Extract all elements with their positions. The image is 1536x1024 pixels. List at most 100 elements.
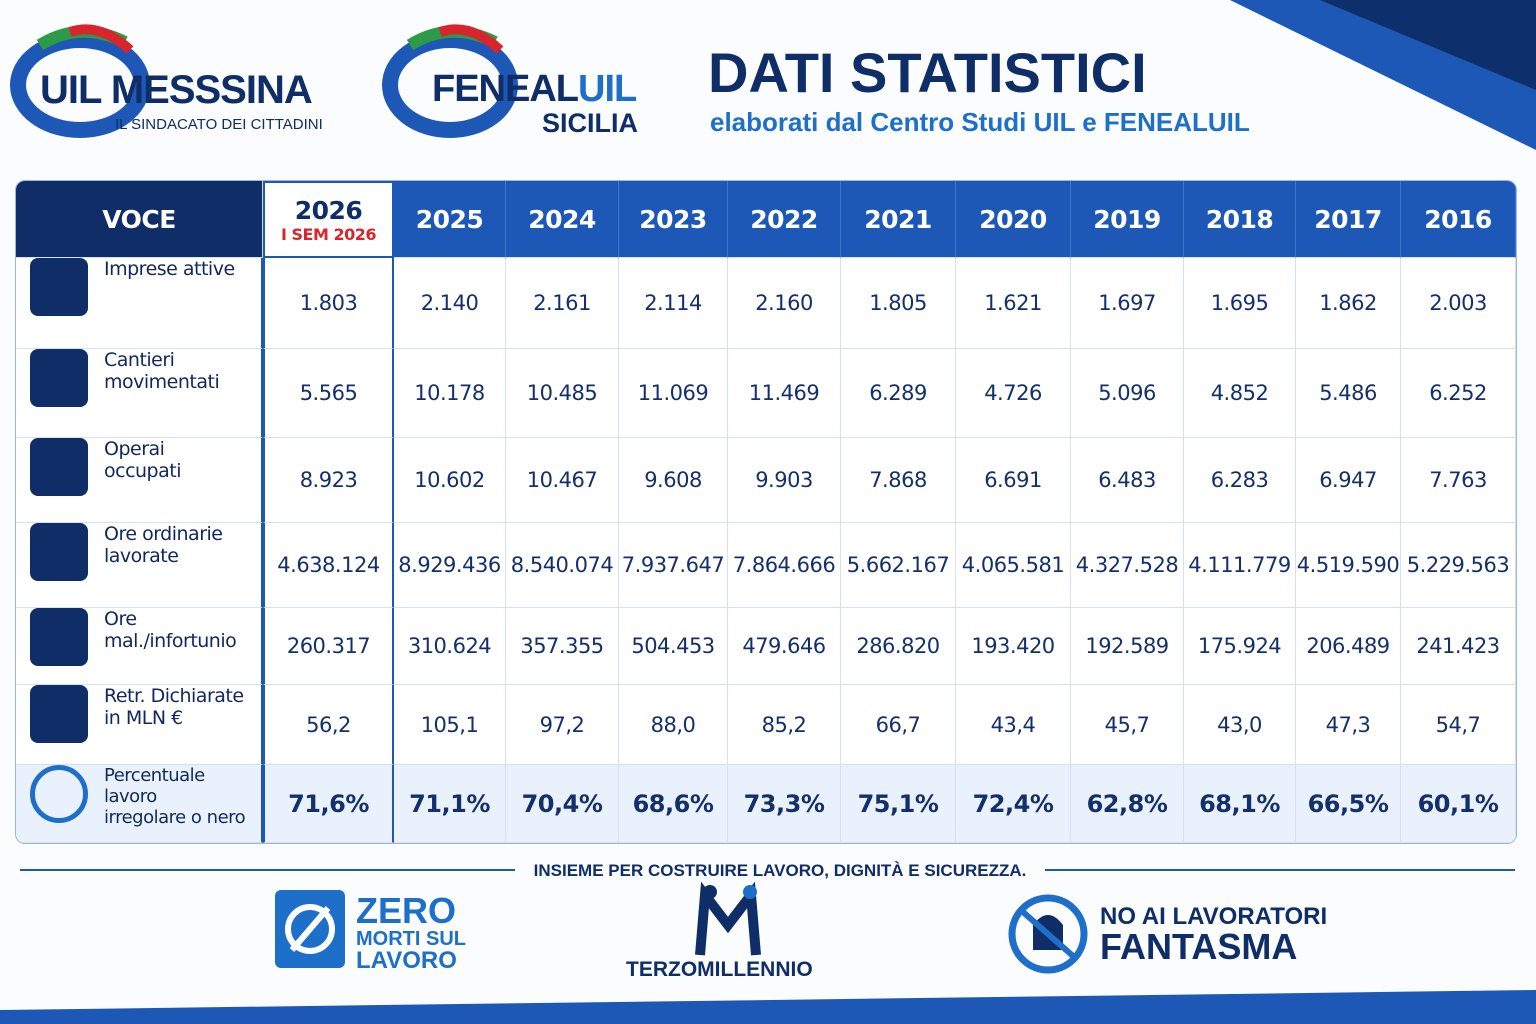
table-cell: 71,6%	[263, 765, 394, 843]
table-cell: 5.229.563	[1401, 523, 1516, 608]
table-cell: 4.111.779	[1184, 523, 1296, 608]
data-table: VOCE 2026 I SEM 2026 2025 2024 2023 2022 2021 20…	[15, 180, 1517, 844]
table-cell: 73,3%	[728, 765, 841, 843]
table-cell: 175.924	[1184, 608, 1296, 685]
row-label-line: Operai	[104, 438, 165, 460]
logo-name: UIL MESSSINA	[40, 68, 313, 112]
row-icon	[30, 765, 88, 823]
column-year: 2026	[294, 195, 363, 225]
row-label-line: in MLN €	[104, 707, 183, 729]
table-cell: 10.485	[506, 349, 619, 438]
table-cell: 260.317	[263, 608, 394, 685]
title: DATI STATISTICI	[708, 41, 1147, 104]
table-cell: 7.868	[841, 438, 956, 523]
table-cell: 70,4%	[506, 765, 619, 843]
table-cell: 43,0	[1184, 685, 1296, 765]
slogan: INSIEME PER COSTRUIRE LAVORO, DIGNITÀ E …	[533, 861, 1027, 880]
table-cell: 60,1%	[1401, 765, 1516, 843]
table-cell: 75,1%	[841, 765, 956, 843]
header-cell: VOCE	[16, 181, 263, 258]
row-label: Imprese attive	[16, 258, 263, 349]
row-label-line: movimentati	[104, 371, 220, 393]
row-label-line: Ore mal./infortunio	[104, 608, 237, 652]
table-cell: 6.691	[956, 438, 1071, 523]
header-cell: 2023	[619, 181, 728, 258]
badge-line: FANTASMA	[1100, 926, 1298, 967]
table-cell: 479.646	[728, 608, 841, 685]
logo-part: FENEAL	[432, 68, 579, 110]
header-cell: 2020	[956, 181, 1071, 258]
badge-line: NO AI LAVORATORI	[1100, 903, 1328, 930]
table-cell: 10.602	[394, 438, 506, 523]
header-cell: 2022	[728, 181, 841, 258]
table-cell: 5.096	[1071, 349, 1184, 438]
column-note: I SEM 2026	[281, 224, 377, 244]
header-cell: 2021	[841, 181, 956, 258]
table-cell: 66,7	[841, 685, 956, 765]
table-cell: 1.697	[1071, 258, 1184, 349]
table-cell: 10.178	[394, 349, 506, 438]
table-cell: 6.947	[1296, 438, 1401, 523]
row-label: Operai occupati	[16, 438, 263, 523]
table-cell: 11.069	[619, 349, 728, 438]
table-cell: 5.662.167	[841, 523, 956, 608]
table-cell: 7.864.666	[728, 523, 841, 608]
table-cell: 88,0	[619, 685, 728, 765]
logo-tagline: SICILIA	[542, 108, 639, 138]
table-cell: 97,2	[506, 685, 619, 765]
table-cell: 68,6%	[619, 765, 728, 843]
table-cell: 11.469	[728, 349, 841, 438]
table-cell: 2.160	[728, 258, 841, 349]
row-icon	[30, 438, 88, 496]
table-cell: 1.862	[1296, 258, 1401, 349]
table-cell: 241.423	[1401, 608, 1516, 685]
table-cell: 71,1%	[394, 765, 506, 843]
table-cell: 9.903	[728, 438, 841, 523]
row-icon	[30, 349, 88, 407]
row-label-line: Cantieri	[104, 349, 175, 371]
row-label-line: Percentuale lavoro	[104, 765, 205, 807]
table-cell: 504.453	[619, 608, 728, 685]
row-icon	[30, 608, 88, 666]
table-cell: 2.003	[1401, 258, 1516, 349]
table-cell: 105,1	[394, 685, 506, 765]
row-icon	[30, 258, 88, 316]
row-label: Ore mal./infortunio	[16, 608, 263, 685]
table-cell: 45,7	[1071, 685, 1184, 765]
table-cell: 4.638.124	[263, 523, 394, 608]
table-cell: 206.489	[1296, 608, 1401, 685]
table-cell: 43,4	[956, 685, 1071, 765]
table-cell: 8.923	[263, 438, 394, 523]
table-cell: 68,1%	[1184, 765, 1296, 843]
table-cell: 54,7	[1401, 685, 1516, 765]
header-cell: 2026 I SEM 2026	[263, 181, 394, 258]
row-label: Ore ordinarie lavorate	[16, 523, 263, 608]
table-cell: 85,2	[728, 685, 841, 765]
row-label-line: Ore ordinarie	[104, 523, 223, 545]
badge: NO AI LAVORATORI FANTASMA	[1100, 905, 1327, 965]
badge-line: TERZOMILLENNIO	[626, 958, 813, 981]
table-cell: 62,8%	[1071, 765, 1184, 843]
row-label: Percentuale lavoro irregolare o nero	[16, 765, 263, 843]
table-cell: 1.805	[841, 258, 956, 349]
row-icon	[30, 685, 88, 743]
table-cell: 72,4%	[956, 765, 1071, 843]
table-cell: 357.355	[506, 608, 619, 685]
table-cell: 66,5%	[1296, 765, 1401, 843]
row-label-line: Imprese attive	[104, 258, 235, 280]
table-cell: 4.327.528	[1071, 523, 1184, 608]
row-label: Retr. Dichiarate in MLN €	[16, 685, 263, 765]
table-cell: 2.161	[506, 258, 619, 349]
table-cell: 6.252	[1401, 349, 1516, 438]
table-cell: 6.483	[1071, 438, 1184, 523]
table-cell: 4.726	[956, 349, 1071, 438]
table-cell: 310.624	[394, 608, 506, 685]
row-label-line: Retr. Dichiarate	[104, 685, 244, 707]
table-cell: 4.519.590	[1296, 523, 1401, 608]
table-cell: 56,2	[263, 685, 394, 765]
table-cell: 9.608	[619, 438, 728, 523]
table-cell: 7.763	[1401, 438, 1516, 523]
table-cell: 1.695	[1184, 258, 1296, 349]
table-cell: 2.140	[394, 258, 506, 349]
